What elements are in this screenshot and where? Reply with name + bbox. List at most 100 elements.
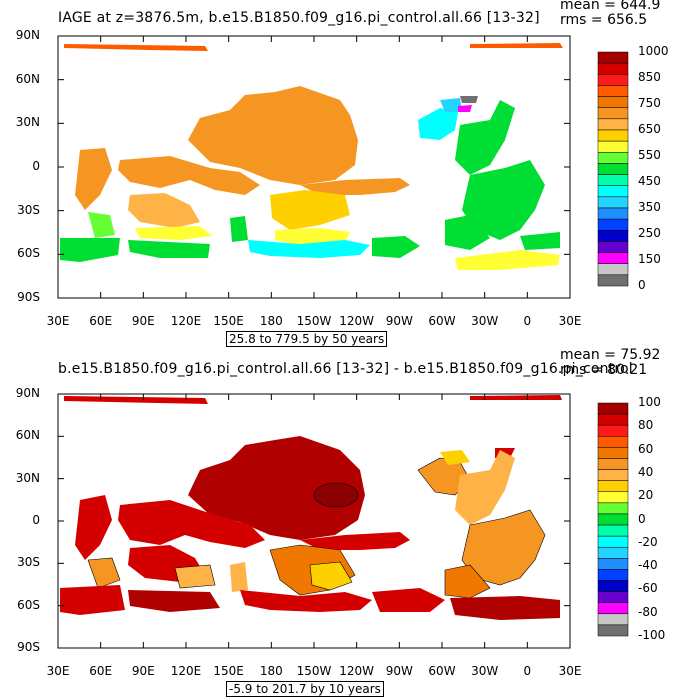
patch-southern-pacific-green: [372, 236, 420, 258]
lat-tick-label: 30N: [15, 470, 40, 485]
patch-arctic-west: [64, 44, 208, 51]
colorbar-box: [597, 436, 629, 448]
patch2-south-pacific-yellow: [309, 561, 353, 591]
patch-south-atlantic: [462, 160, 545, 240]
lon-tick-label: 90E: [131, 314, 155, 328]
panel-1-ticks: [57, 35, 571, 299]
colorbar-label: -100: [638, 628, 666, 642]
colorbar-box: [597, 458, 629, 470]
colorbar-box: [597, 524, 629, 537]
lon-tick-label: 30E: [46, 314, 70, 328]
lon-tick-label: 60W: [428, 314, 456, 328]
lon-tick-label: 120E: [170, 314, 202, 328]
lat-tick-label: 60N: [15, 428, 40, 443]
panel-2-colorbar: [597, 402, 629, 637]
lon-tick-label: 30E: [558, 314, 582, 328]
panel-1-colorbar: [597, 51, 629, 287]
patch-nordic-magenta: [458, 105, 472, 112]
patch-weddell: [455, 250, 560, 270]
lon-tick-label: 120W: [339, 314, 375, 328]
colorbar-box: [597, 491, 629, 504]
colorbar-box: [597, 413, 629, 426]
colorbar-label: 0: [638, 511, 646, 526]
patch-south-pacific: [270, 190, 350, 230]
colorbar-box: [597, 447, 629, 459]
lon-tick-label: 90W: [385, 314, 413, 328]
patch2-indian-orange: [87, 557, 121, 589]
lon-tick-label: 120E: [170, 664, 202, 678]
patch2-labrador: [440, 450, 470, 465]
patch2-arctic-west: [64, 396, 208, 404]
colorbar-label: 0: [638, 278, 646, 292]
colorbar-box: [597, 602, 629, 615]
lon-tick-label: 150E: [213, 314, 244, 328]
patch-south-indian-yellow: [135, 226, 212, 240]
patch-southern-indian: [128, 240, 210, 258]
colorbar-label: -80: [638, 604, 658, 619]
patch2-indian-west: [75, 495, 112, 560]
colorbar-box: [597, 546, 629, 559]
colorbar-box: [597, 502, 629, 515]
lon-tick-label: 150E: [213, 664, 244, 678]
patch-tropical-pacific-east: [300, 178, 410, 195]
colorbar-box: [597, 569, 629, 581]
lon-tick-label: 150W: [296, 664, 332, 678]
patch2-weddell: [450, 596, 560, 620]
colorbar-label: 40: [638, 464, 654, 479]
lat-tick-label: 90S: [17, 640, 40, 654]
colorbar-label: -20: [638, 534, 658, 549]
colorbar-label: 150: [638, 252, 661, 266]
lon-tick-label: 150W: [296, 314, 332, 328]
lon-tick-label: 180: [259, 314, 283, 328]
patch2-southern-indian: [128, 590, 220, 612]
patch-labrador: [440, 98, 462, 112]
colorbar-box: [597, 624, 629, 637]
patch-southern-pacific-cyan: [248, 240, 370, 258]
colorbar-box: [597, 513, 629, 526]
patch-nordic-gray: [460, 96, 478, 103]
patch2-southern-pacific: [240, 590, 372, 612]
lon-tick-label: 60E: [89, 664, 113, 678]
lon-tick-label: 30E: [46, 664, 70, 678]
lat-tick-label: 30S: [17, 555, 40, 570]
panel-1-title: IAGE at z=3876.5m, b.e15.B1850.f09_g16.p…: [58, 10, 540, 26]
colorbar-box: [597, 402, 629, 415]
patch2-southern-west: [60, 585, 125, 615]
patch-tropical-pacific-west: [118, 156, 260, 195]
lon-tick-label: 120W: [339, 664, 375, 678]
patch2-pacific-core: [313, 482, 359, 508]
lon-tick-label: 60W: [428, 664, 456, 678]
patch2-indian-light-orange: [174, 564, 216, 589]
colorbar-label: 60: [638, 441, 654, 456]
colorbar-box: [597, 535, 629, 548]
panel-2-ticks: [57, 393, 571, 649]
patch-southern-west: [60, 238, 120, 262]
lat-tick-label: 30S: [17, 202, 40, 217]
lat-tick-label: 90S: [17, 290, 40, 304]
panel-1-ocean-field: [60, 43, 563, 270]
colorbar-label: 350: [638, 200, 661, 214]
lon-tick-label: 0: [523, 664, 532, 678]
lat-tick-label: 60S: [17, 246, 40, 261]
colorbar-label: 550: [638, 148, 661, 162]
panel-1-mean: mean = 644.9: [560, 0, 661, 13]
patch-north-atlantic-cyan: [418, 108, 458, 140]
colorbar-label: 250: [638, 226, 661, 240]
colorbar-label: 80: [638, 418, 654, 433]
colorbar-box: [597, 558, 629, 570]
patch-tasman: [230, 216, 248, 242]
lat-tick-label: 0: [32, 513, 40, 527]
panel-2-range-note: -5.9 to 201.7 by 10 years: [226, 681, 384, 697]
lat-tick-label: 60N: [15, 71, 40, 86]
colorbar-label: 1000: [638, 44, 669, 58]
patch-central-atlantic: [455, 100, 515, 175]
patch-indian-west: [75, 148, 112, 210]
lat-tick-label: 60S: [17, 597, 40, 612]
lon-tick-label: 30W: [471, 314, 499, 328]
lon-tick-label: 180: [259, 664, 283, 678]
lat-tick-label: 90N: [15, 386, 40, 400]
colorbar-box: [597, 424, 629, 437]
patch2-southern-pacific-east: [372, 588, 445, 612]
